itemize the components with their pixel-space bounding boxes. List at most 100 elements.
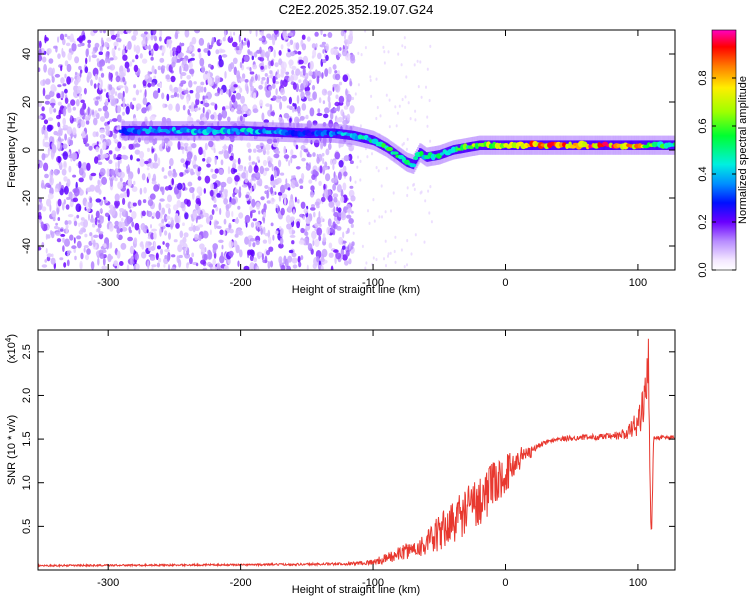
noise-speckle [76,214,80,219]
noise-speckle [108,159,113,164]
noise-speckle [158,202,162,211]
noise-speckle [312,152,316,157]
noise-speckle [291,69,295,75]
noise-speckle [383,50,386,54]
noise-speckle [206,163,211,168]
noise-speckle [334,70,338,74]
noise-speckle [316,75,320,84]
noise-speckle [300,91,305,100]
noise-speckle [359,124,362,128]
noise-speckle [287,49,291,53]
noise-speckle [139,151,145,159]
noise-speckle [229,31,232,39]
spectrogram-y-label: Frequency (Hz) [6,112,18,188]
noise-speckle [249,195,252,202]
noise-speckle [243,169,246,173]
noise-speckle [309,60,314,70]
noise-speckle [74,71,78,76]
noise-speckle [301,173,305,180]
noise-speckle [241,73,246,80]
noise-speckle [278,243,284,249]
noise-speckle [277,69,280,75]
noise-speckle [334,175,338,183]
noise-speckle [95,131,99,137]
noise-speckle [76,163,79,167]
noise-speckle [72,174,77,178]
noise-speckle [217,88,222,92]
noise-speckle [253,165,259,173]
noise-speckle [253,183,256,190]
noise-speckle [90,261,95,270]
noise-speckle [308,179,313,184]
noise-speckle [44,173,49,179]
noise-speckle [62,117,66,126]
noise-speckle [403,36,406,40]
noise-speckle [97,219,101,223]
noise-speckle [299,149,303,158]
noise-speckle [57,129,61,136]
noise-speckle [62,143,68,150]
noise-speckle [159,211,163,219]
noise-speckle [178,85,182,94]
noise-speckle [310,207,316,211]
noise-speckle [135,89,140,96]
noise-speckle [164,230,168,236]
noise-speckle [100,134,104,141]
noise-speckle [148,44,151,51]
noise-speckle [126,215,132,225]
noise-speckle [114,177,118,182]
noise-speckle [142,199,147,204]
noise-speckle [283,145,287,155]
noise-speckle [113,260,118,267]
noise-speckle [105,125,110,131]
noise-speckle [305,163,311,171]
noise-speckle [124,61,130,69]
noise-speckle [167,140,173,147]
noise-speckle [218,239,224,243]
noise-speckle [310,185,315,192]
noise-speckle [200,81,205,86]
noise-speckle [65,42,71,47]
noise-speckle [311,230,317,240]
noise-speckle [183,63,189,72]
noise-speckle [414,233,417,237]
noise-speckle [167,194,172,203]
noise-speckle [207,250,213,260]
snr-y-multiplier: (x104) [4,334,18,364]
noise-speckle [401,44,404,48]
noise-speckle [176,45,182,54]
noise-speckle [121,226,128,232]
noise-speckle [213,197,217,203]
noise-speckle [151,228,158,232]
noise-speckle [87,71,92,80]
noise-speckle [61,47,64,57]
noise-speckle [343,171,348,177]
noise-speckle [168,232,171,240]
noise-speckle [273,30,279,35]
noise-speckle [164,255,168,259]
noise-speckle [288,159,291,167]
noise-speckle [275,204,279,209]
noise-speckle [183,232,189,238]
noise-speckle [156,262,160,268]
noise-speckle [248,182,252,189]
noise-speckle [62,237,65,243]
noise-speckle [99,45,104,52]
noise-speckle [64,97,69,104]
noise-speckle [223,218,227,225]
noise-speckle [321,41,326,45]
noise-speckle [320,30,323,36]
noise-speckle [314,238,320,248]
noise-speckle [41,241,45,248]
noise-speckle [311,43,316,49]
noise-speckle [221,244,224,250]
noise-speckle [428,211,431,215]
noise-speckle [116,227,121,234]
noise-speckle [134,149,141,155]
noise-speckle [405,75,408,79]
noise-speckle [193,81,197,85]
noise-speckle [109,178,114,187]
noise-speckle [116,250,121,259]
noise-speckle [270,111,276,116]
snr-y-axis: 0.5 1.0 1.5 2.0 2.5 [21,344,675,534]
